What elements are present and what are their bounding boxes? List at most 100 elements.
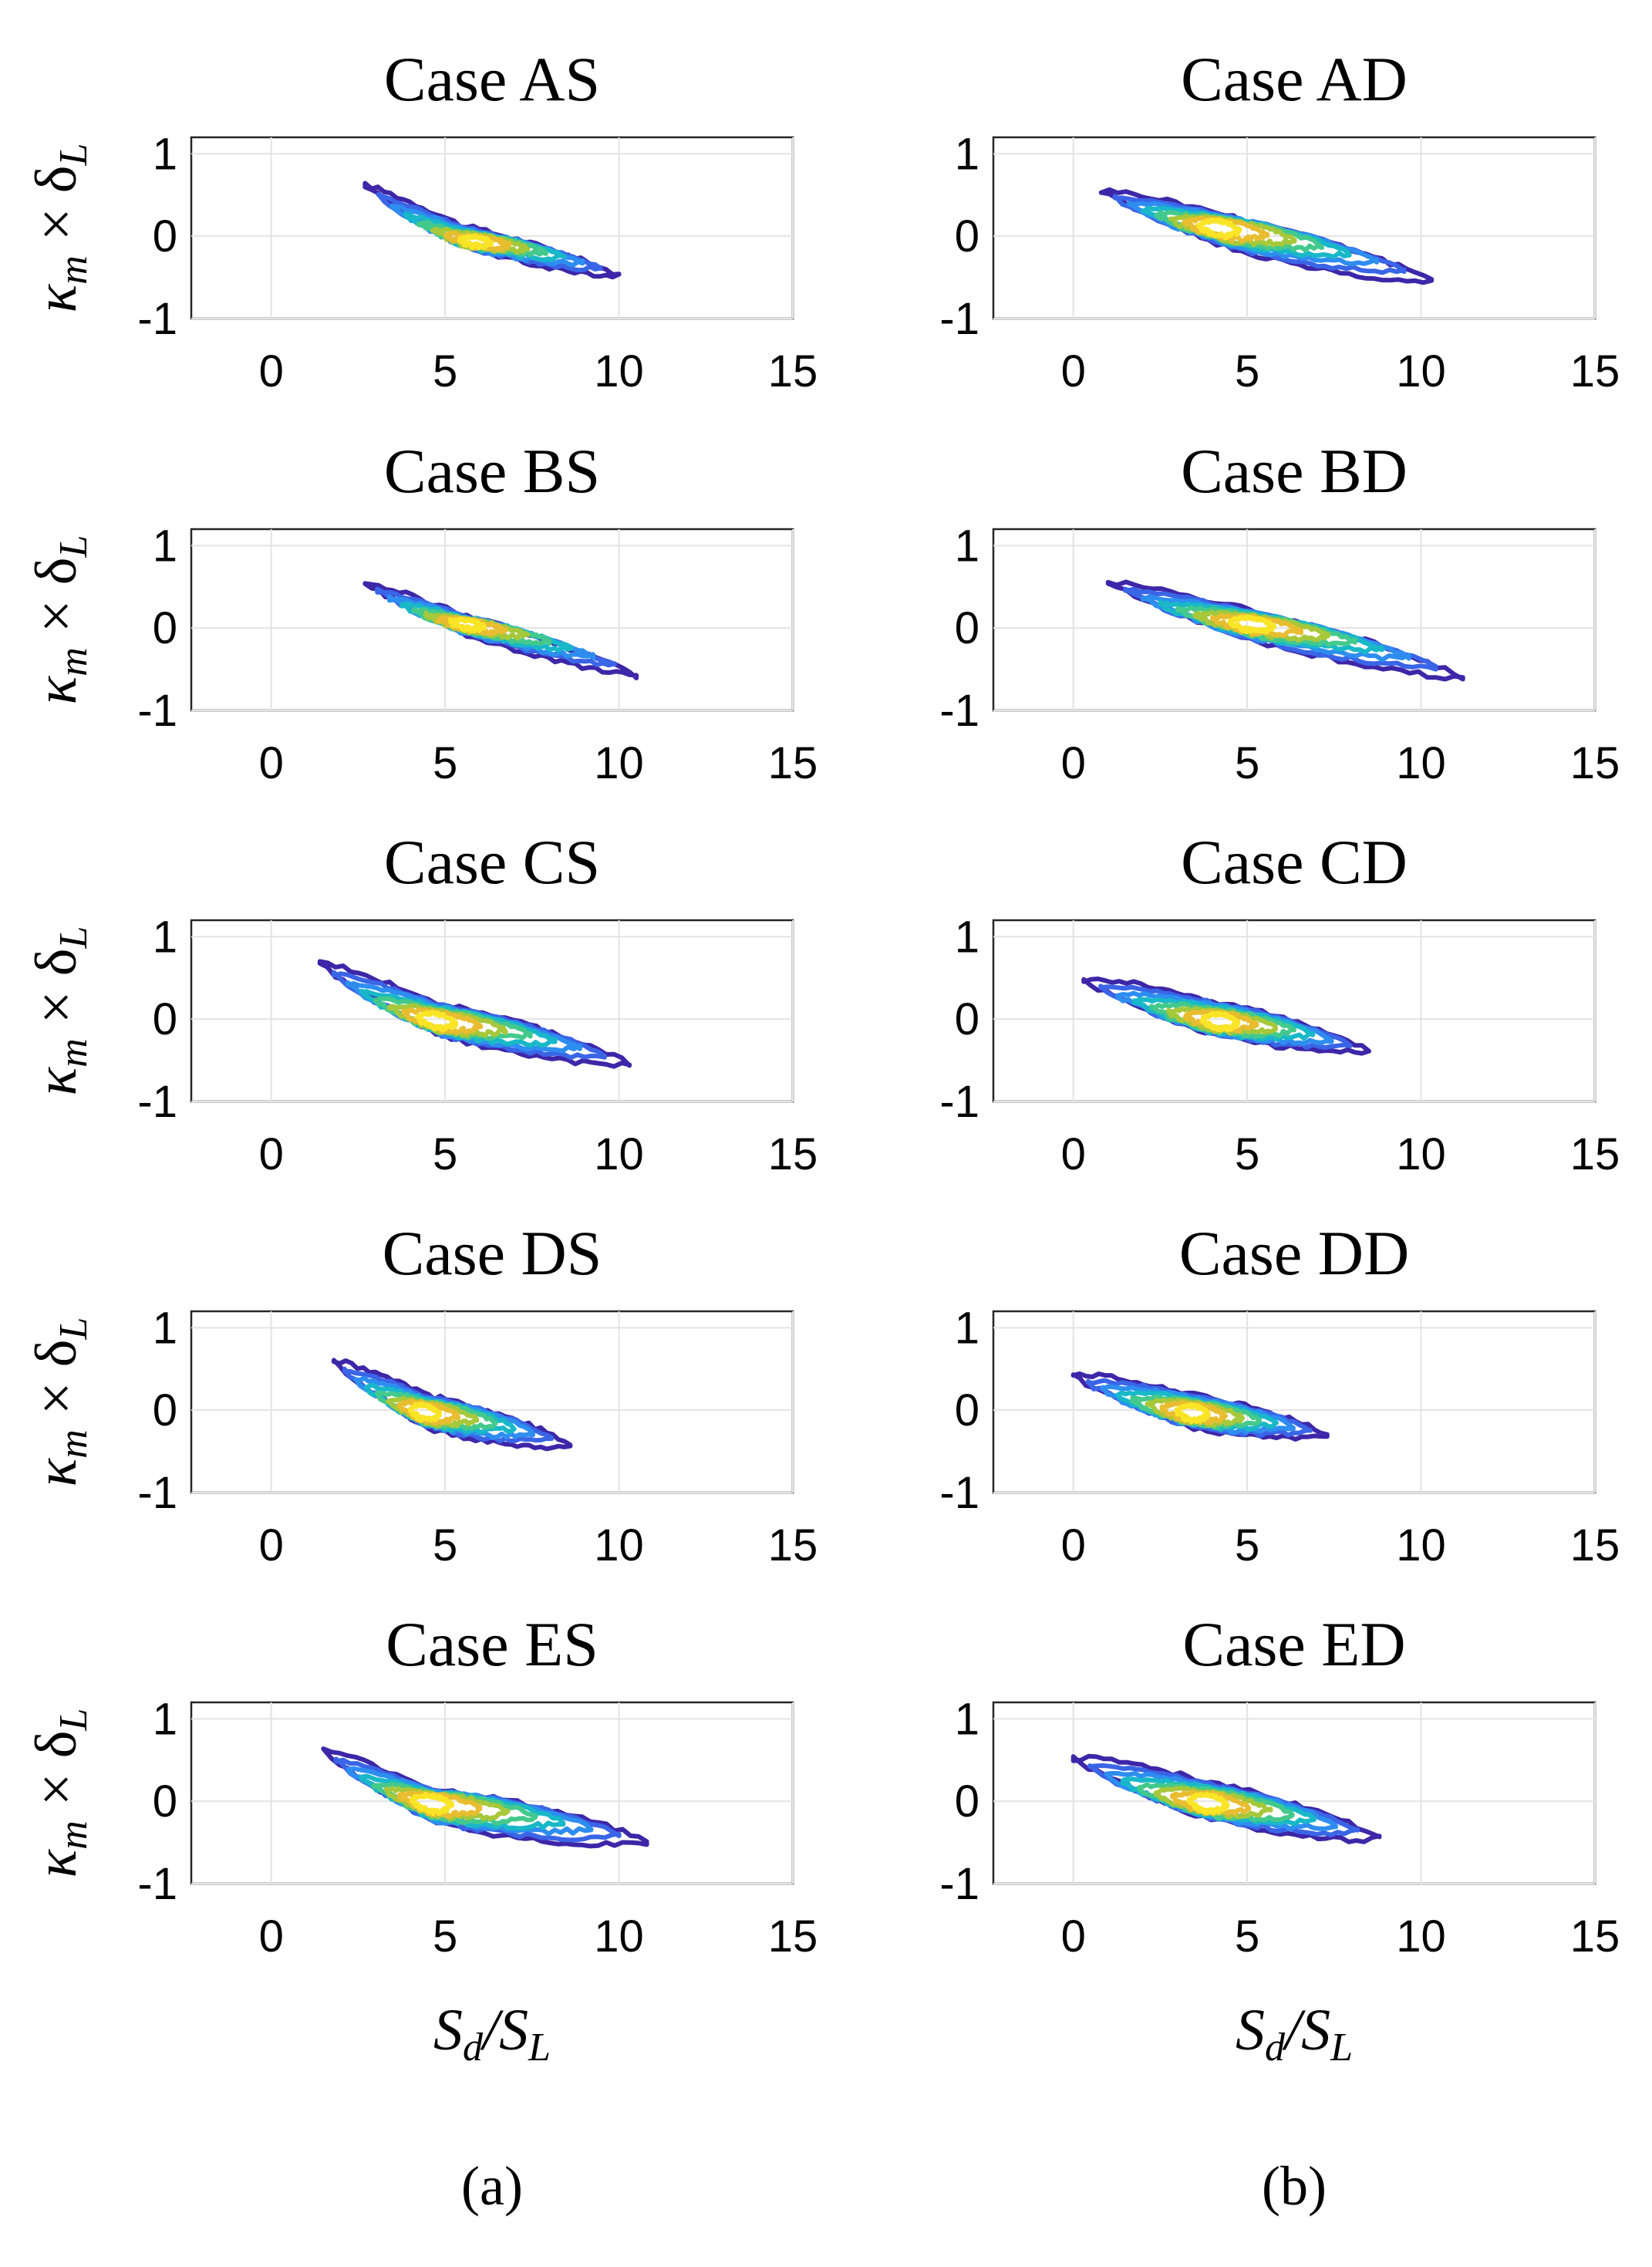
y-tick-label: 0 xyxy=(153,1776,177,1827)
y-tick-label: -1 xyxy=(137,294,177,344)
contour-set xyxy=(1105,579,1465,682)
axes-frame xyxy=(992,1310,1596,1494)
x-tick-label: 10 xyxy=(1396,1520,1446,1570)
contour-level-8 xyxy=(1186,1792,1230,1816)
panel-title: Case AD xyxy=(1181,44,1408,114)
x-tick-label: 10 xyxy=(1396,346,1446,396)
x-label-sub-d: d xyxy=(1265,2026,1286,2070)
x-tick-label: 5 xyxy=(1235,1129,1259,1179)
x-tick-label: 15 xyxy=(768,1520,818,1570)
panel-title: Case BS xyxy=(384,436,600,506)
y-label-kappa: κ xyxy=(24,283,89,312)
y-axis-label: κm × δL xyxy=(24,1709,96,1878)
panel-title: Case BD xyxy=(1181,436,1408,506)
panel-title: Case DS xyxy=(383,1218,602,1288)
y-axis-label: κm × δL xyxy=(24,535,96,705)
x-label-sub-l: L xyxy=(1330,2026,1353,2070)
x-tick-label: 5 xyxy=(433,346,457,396)
y-tick-label: 1 xyxy=(153,1694,177,1744)
axes-frame xyxy=(190,1701,794,1885)
y-label-times: × δ xyxy=(24,1731,89,1821)
x-tick-label: 0 xyxy=(259,738,284,788)
subfigure-label-b: (b) xyxy=(1262,2155,1327,2217)
axes-frame xyxy=(992,919,1596,1103)
x-tick-label: 15 xyxy=(768,346,818,396)
x-tick-label: 0 xyxy=(1061,1520,1086,1570)
y-tick-label: 0 xyxy=(955,211,979,261)
x-label-slash: /S xyxy=(480,1998,528,2063)
x-tick-label: 10 xyxy=(1396,1911,1446,1962)
y-tick-label: 1 xyxy=(153,912,177,962)
y-label-sub-l: L xyxy=(52,143,96,167)
y-tick-label: 1 xyxy=(955,1694,979,1744)
x-tick-label: 0 xyxy=(1061,346,1086,396)
contour-set xyxy=(331,1358,573,1452)
x-tick-label: 10 xyxy=(594,1911,644,1962)
y-tick-label: -1 xyxy=(137,1859,177,1909)
x-tick-label: 15 xyxy=(768,738,818,788)
x-tick-label: 0 xyxy=(259,1911,284,1962)
panel-title: Case AS xyxy=(384,44,600,114)
y-tick-label: 0 xyxy=(153,603,177,653)
contour-set xyxy=(321,1746,649,1849)
y-label-times: × δ xyxy=(24,166,89,256)
subfigure-label-a: (a) xyxy=(461,2155,523,2217)
x-tick-label: 15 xyxy=(1570,1520,1620,1570)
x-tick-label: 5 xyxy=(433,1129,457,1179)
contour-level-8 xyxy=(415,1010,459,1033)
y-label-sub-l: L xyxy=(52,1317,96,1341)
x-axis-label: Sd/SL xyxy=(433,1998,551,2070)
x-tick-label: 15 xyxy=(1570,346,1620,396)
panel-title: Case ES xyxy=(386,1609,598,1679)
x-tick-label: 15 xyxy=(1570,738,1620,788)
y-axis-label: κm × δL xyxy=(24,1317,96,1487)
y-label-times: × δ xyxy=(24,949,89,1039)
contour-level-8 xyxy=(1200,1010,1241,1033)
x-label-s: S xyxy=(1236,1998,1265,2063)
axes-frame xyxy=(992,1701,1596,1885)
y-axis-label: κm × δL xyxy=(24,143,96,313)
x-tick-label: 10 xyxy=(1396,738,1446,788)
panel-title: Case CD xyxy=(1181,827,1408,897)
contour-set xyxy=(1070,1753,1382,1844)
y-label-sub-l: L xyxy=(52,535,96,558)
panel-title: Case CS xyxy=(384,827,600,897)
y-tick-label: 0 xyxy=(153,1385,177,1435)
y-label-kappa: κ xyxy=(24,675,89,704)
x-tick-label: 0 xyxy=(1061,738,1086,788)
y-tick-label: 1 xyxy=(153,521,177,571)
x-tick-label: 10 xyxy=(594,1129,644,1179)
y-tick-label: -1 xyxy=(137,1077,177,1127)
contour-level-8 xyxy=(1227,614,1277,635)
contour-level-8 xyxy=(409,1791,455,1817)
axes-frame xyxy=(992,136,1596,320)
y-tick-label: -1 xyxy=(939,294,979,344)
x-tick-label: 15 xyxy=(1570,1911,1620,1962)
x-label-sub-d: d xyxy=(463,2026,484,2070)
y-tick-label: 1 xyxy=(955,1303,979,1353)
contour-level-8 xyxy=(447,616,487,634)
y-tick-label: 0 xyxy=(955,1776,979,1827)
x-tick-label: 15 xyxy=(768,1129,818,1179)
x-tick-label: 5 xyxy=(1235,1520,1259,1570)
y-label-sub-l: L xyxy=(52,1709,96,1732)
y-tick-label: 0 xyxy=(955,1385,979,1435)
y-label-kappa: κ xyxy=(24,1066,89,1095)
y-tick-label: 0 xyxy=(153,211,177,261)
y-tick-label: -1 xyxy=(137,1468,177,1518)
x-tick-label: 10 xyxy=(594,738,644,788)
axes-frame xyxy=(190,919,794,1103)
panel-title: Case DD xyxy=(1179,1218,1409,1288)
contour-level-8 xyxy=(1174,1402,1211,1425)
y-label-sub-m: m xyxy=(52,1429,96,1459)
contour-level-4 xyxy=(403,211,567,262)
